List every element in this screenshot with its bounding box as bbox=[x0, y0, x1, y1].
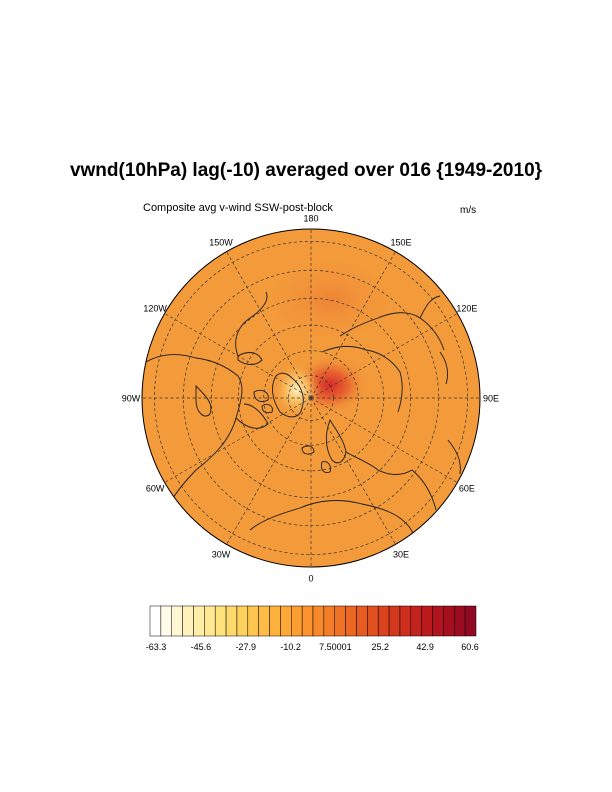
colorbar-swatch bbox=[421, 605, 433, 637]
longitude-label: 0 bbox=[308, 574, 313, 584]
colorbar-swatch bbox=[345, 605, 357, 637]
colorbar-swatch bbox=[171, 605, 183, 637]
field-anomaly bbox=[260, 255, 400, 345]
colorbar-swatch bbox=[334, 605, 346, 637]
longitude-label: 90W bbox=[122, 394, 141, 404]
colorbar-label: -10.2 bbox=[280, 642, 301, 652]
colorbar-swatch bbox=[258, 605, 270, 637]
colorbar-swatch bbox=[280, 605, 292, 637]
map-title: vwnd(10hPa) lag(-10) averaged over 016 {… bbox=[69, 160, 543, 181]
longitude-label: 60E bbox=[459, 484, 475, 494]
colorbar-swatch bbox=[225, 605, 238, 637]
colorbar-swatch bbox=[356, 605, 368, 637]
colorbar-swatch bbox=[323, 605, 335, 637]
longitude-label: 30W bbox=[212, 549, 231, 559]
colorbar-label: -45.6 bbox=[191, 642, 212, 652]
colorbar-swatch bbox=[291, 605, 303, 637]
colorbar-swatch bbox=[454, 605, 466, 637]
colorbar-swatch bbox=[432, 605, 444, 637]
longitude-label: 120W bbox=[143, 304, 167, 314]
vwind-field bbox=[142, 229, 480, 567]
longitude-label: 60W bbox=[146, 484, 165, 494]
meridian-line bbox=[164, 313, 312, 399]
longitude-labels: 180 150E 120E 90E 60E 30E 0 30W 60W 90W 120W 150W bbox=[122, 214, 499, 584]
colorbar-swatch bbox=[464, 605, 477, 637]
colorbar-label: -27.9 bbox=[235, 642, 256, 652]
map-boundary bbox=[141, 228, 481, 568]
colorbar-swatch bbox=[367, 605, 379, 637]
longitude-label: 30E bbox=[393, 549, 409, 559]
meridian-line bbox=[226, 251, 312, 399]
colorbar-swatch bbox=[399, 605, 412, 637]
colorbar-label: 7.50001 bbox=[319, 642, 352, 652]
longitude-label: 150W bbox=[209, 238, 233, 248]
meridian-line bbox=[310, 251, 396, 399]
colorbar-swatch bbox=[269, 605, 281, 637]
longitude-label: 120E bbox=[456, 304, 477, 314]
colorbar-labels: -63.3 -45.6 -27.9 -10.2 7.50001 25.2 42.9 60.6 bbox=[146, 642, 479, 652]
colorbar-swatch bbox=[193, 605, 205, 637]
colorbar-label: 60.6 bbox=[461, 642, 479, 652]
colorbar-swatch bbox=[214, 605, 227, 637]
colorbar-swatch bbox=[410, 605, 422, 637]
colorbar-label: 42.9 bbox=[416, 642, 434, 652]
colorbar bbox=[149, 605, 477, 637]
colorbar-swatch bbox=[204, 605, 216, 637]
longitude-label: 180 bbox=[303, 214, 318, 224]
colorbar-label: 25.2 bbox=[372, 642, 390, 652]
meridian-line bbox=[226, 397, 312, 545]
colorbar-swatch bbox=[149, 605, 162, 637]
map-subtitle: Composite avg v-wind SSW-post-block bbox=[143, 202, 333, 214]
colorbar-swatch bbox=[388, 605, 401, 637]
colorbar-label: -63.3 bbox=[146, 642, 167, 652]
colorbar-swatch bbox=[301, 605, 314, 637]
meridian-line bbox=[310, 313, 458, 399]
coastlines bbox=[145, 291, 461, 563]
longitude-label: 150E bbox=[390, 238, 411, 248]
colorbar-swatch bbox=[182, 605, 194, 637]
units-label: m/s bbox=[460, 205, 477, 216]
field-negative-min bbox=[273, 362, 321, 418]
meridian-line bbox=[310, 397, 458, 483]
graticule bbox=[142, 229, 480, 567]
meridian-line bbox=[310, 397, 396, 545]
colorbar-swatch bbox=[377, 605, 390, 637]
colorbar-swatch bbox=[236, 605, 249, 637]
colorbar-swatch bbox=[247, 605, 259, 637]
colorbar-swatch bbox=[443, 605, 455, 637]
colorbar-swatch bbox=[312, 605, 325, 637]
longitude-label: 90E bbox=[483, 394, 499, 404]
meridian-line bbox=[164, 397, 312, 483]
colorbar-swatch bbox=[160, 605, 172, 637]
